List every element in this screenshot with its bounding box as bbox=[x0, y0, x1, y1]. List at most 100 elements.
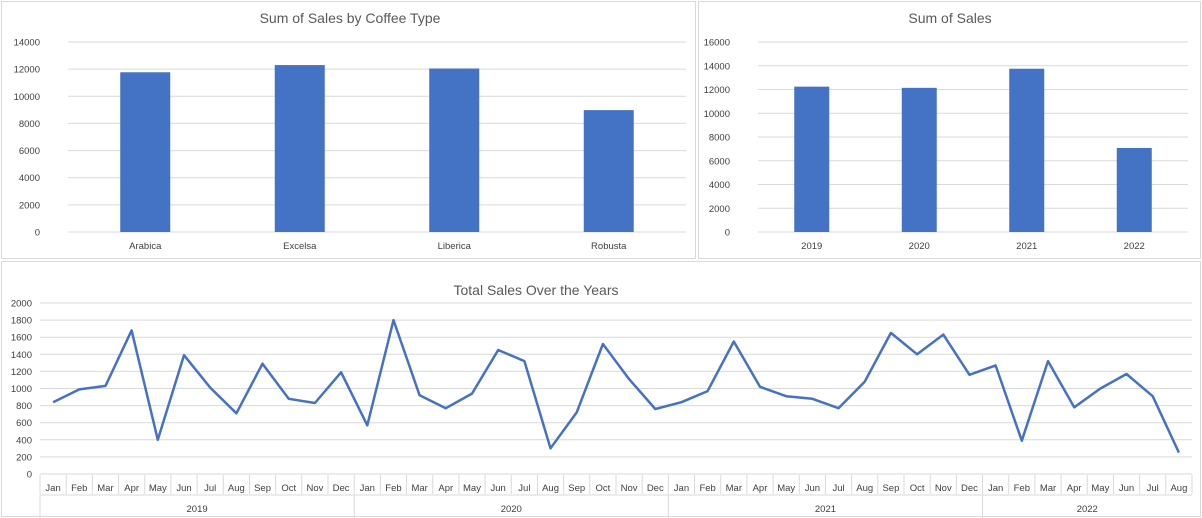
x-tick-label: 2022 bbox=[1124, 241, 1145, 252]
x-tick-label-month: Sep bbox=[254, 483, 271, 494]
x-tick-label: Excelsa bbox=[283, 241, 317, 252]
y-tick-label: 600 bbox=[16, 418, 32, 429]
x-tick-label-month: Mar bbox=[1040, 483, 1056, 494]
x-tick-label: 2019 bbox=[801, 241, 822, 252]
sales-line bbox=[52, 318, 1181, 454]
y-tick-label: 12000 bbox=[14, 65, 40, 76]
x-tick-label-month: May bbox=[463, 483, 481, 494]
x-tick-label-month: Jul bbox=[832, 483, 844, 494]
bar-arabica bbox=[120, 72, 171, 232]
bar-excelsa bbox=[274, 65, 325, 232]
x-tick-label-year: 2019 bbox=[187, 504, 208, 515]
x-tick-label-year: 2022 bbox=[1077, 504, 1098, 515]
chart-title-sales-by-year: Sum of Sales bbox=[908, 10, 991, 26]
x-tick-label-month: Jan bbox=[360, 483, 375, 494]
x-tick-label-month: May bbox=[777, 483, 795, 494]
x-tick-label-month: May bbox=[149, 483, 167, 494]
x-tick-label-month: Nov bbox=[935, 483, 952, 494]
bar-2019 bbox=[794, 86, 830, 233]
coffee-type-chart: Sum of Sales by Coffee Type 0 2000 4000 600… bbox=[14, 10, 686, 252]
y-tick-label: 12000 bbox=[704, 85, 730, 96]
x-tick-label-month: Aug bbox=[228, 483, 245, 494]
y-tick-label: 1000 bbox=[11, 384, 32, 395]
bar-robusta bbox=[583, 110, 634, 232]
x-tick-label-month: Aug bbox=[1170, 483, 1187, 494]
bar-liberica bbox=[429, 68, 480, 232]
y-tick-label: 4000 bbox=[19, 173, 40, 184]
y-tick-label: 2000 bbox=[19, 200, 40, 211]
x-tick-label-month: Mar bbox=[411, 483, 427, 494]
x-tick-label-month: Apr bbox=[753, 483, 768, 494]
x-tick-label-month: Jun bbox=[1119, 483, 1134, 494]
y-tick-label: 14000 bbox=[14, 38, 40, 49]
sales-by-year-chart: Sum of Sales 0 2000 4000 6000 8000 10000 12000… bbox=[704, 10, 1188, 252]
x-tick-label-year: 2021 bbox=[815, 504, 836, 515]
y-tick-label: 1800 bbox=[11, 316, 32, 327]
bar-2022 bbox=[1116, 147, 1152, 232]
x-tick-label: 2021 bbox=[1016, 241, 1037, 252]
y-tick-label: 1200 bbox=[11, 367, 32, 378]
x-tick-label-month: Nov bbox=[306, 483, 323, 494]
x-tick-label-month: Jan bbox=[674, 483, 689, 494]
chart-title-sales-over-years: Total Sales Over the Years bbox=[454, 282, 619, 298]
y-tick-label: 1600 bbox=[11, 333, 32, 344]
x-tick-label-month: Jul bbox=[204, 483, 216, 494]
chart-panel-sales-over-years: Total Sales Over the Years 0 200 400 600 800… bbox=[1, 261, 1201, 518]
y-tick-label: 10000 bbox=[704, 109, 730, 120]
x-tick-label-month: Feb bbox=[699, 483, 715, 494]
x-tick-label-month: Jun bbox=[491, 483, 506, 494]
x-tick-label-month: Apr bbox=[438, 483, 453, 494]
x-tick-label: Liberica bbox=[438, 241, 472, 252]
y-tick-label: 8000 bbox=[19, 119, 40, 130]
y-tick-label: 4000 bbox=[709, 180, 730, 191]
y-tick-label: 16000 bbox=[704, 38, 730, 49]
x-tick-label-month: Oct bbox=[596, 483, 611, 494]
y-tick-label: 0 bbox=[35, 228, 40, 239]
x-tick-label: Arabica bbox=[129, 241, 162, 252]
x-tick-label-month: Dec bbox=[647, 483, 664, 494]
x-tick-label-month: Jun bbox=[805, 483, 820, 494]
bar-2021 bbox=[1009, 68, 1045, 232]
y-tick-label: 2000 bbox=[11, 299, 32, 310]
x-tick-label-month: Feb bbox=[385, 483, 401, 494]
y-tick-label: 6000 bbox=[709, 156, 730, 167]
x-tick-label-month: Apr bbox=[1067, 483, 1082, 494]
chart-title-coffee-type: Sum of Sales by Coffee Type bbox=[260, 10, 441, 26]
x-tick-label-month: Dec bbox=[961, 483, 978, 494]
y-tick-label: 2000 bbox=[709, 204, 730, 215]
chart-panel-sales-by-year: Sum of Sales 0 2000 4000 6000 8000 10000 12000… bbox=[698, 1, 1201, 259]
x-tick-label-month: Feb bbox=[1014, 483, 1030, 494]
x-tick-label-month: Aug bbox=[856, 483, 873, 494]
x-tick-label-month: Jan bbox=[45, 483, 60, 494]
y-tick-label: 0 bbox=[725, 228, 730, 239]
x-tick-label: Robusta bbox=[591, 241, 627, 252]
chart-panel-coffee-type: Sum of Sales by Coffee Type 0 2000 4000 600… bbox=[1, 1, 696, 259]
x-tick-label-month: Oct bbox=[281, 483, 296, 494]
x-tick-label-month: Sep bbox=[568, 483, 585, 494]
x-tick-label-month: May bbox=[1091, 483, 1109, 494]
x-tick-label-month: Feb bbox=[71, 483, 87, 494]
y-tick-label: 800 bbox=[16, 401, 32, 412]
x-tick-label-month: Sep bbox=[882, 483, 899, 494]
y-tick-label: 400 bbox=[16, 435, 32, 446]
x-tick-label-month: Mar bbox=[97, 483, 113, 494]
y-tick-label: 6000 bbox=[19, 146, 40, 157]
y-tick-label: 200 bbox=[16, 452, 32, 463]
x-tick-label: 2020 bbox=[909, 241, 930, 252]
x-tick-label-year: 2020 bbox=[501, 504, 522, 515]
x-tick-label-month: Dec bbox=[333, 483, 350, 494]
y-tick-label: 0 bbox=[27, 470, 32, 481]
y-tick-label: 10000 bbox=[14, 92, 40, 103]
sales-over-years-chart: Total Sales Over the Years 0 200 400 600 800… bbox=[11, 282, 1193, 518]
x-tick-label-month: Jul bbox=[1147, 483, 1159, 494]
x-tick-label-month: Aug bbox=[542, 483, 559, 494]
x-tick-label-month: Mar bbox=[726, 483, 742, 494]
y-tick-label: 1400 bbox=[11, 350, 32, 361]
x-tick-label-month: Jun bbox=[176, 483, 191, 494]
y-tick-label: 14000 bbox=[704, 61, 730, 72]
x-tick-label-month: Apr bbox=[124, 483, 139, 494]
x-tick-label-month: Jul bbox=[518, 483, 530, 494]
x-tick-label-month: Jan bbox=[988, 483, 1003, 494]
y-tick-label: 8000 bbox=[709, 133, 730, 144]
x-tick-label-month: Nov bbox=[621, 483, 638, 494]
